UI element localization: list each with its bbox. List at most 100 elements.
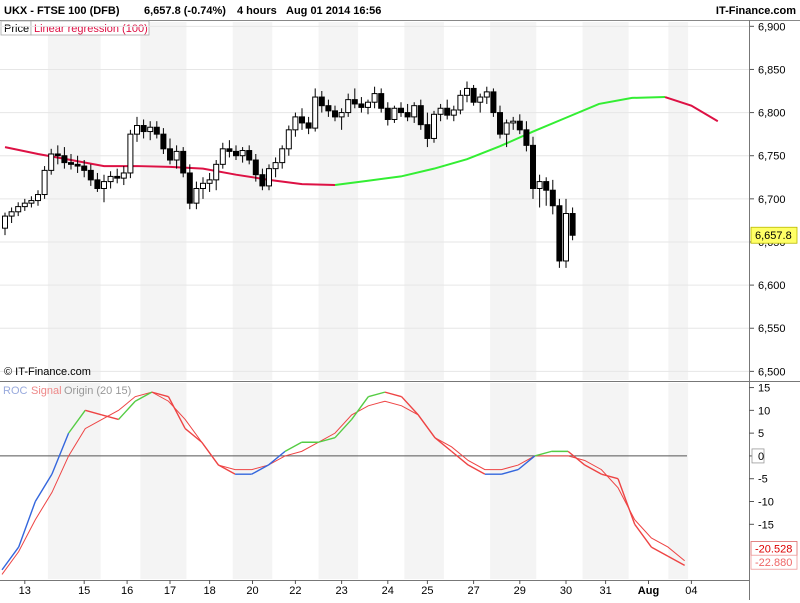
candle[interactable] — [226, 140, 233, 158]
candle[interactable] — [134, 116, 140, 142]
candle[interactable] — [450, 105, 457, 122]
x-tick-label: Aug — [638, 585, 659, 597]
candle[interactable] — [384, 102, 391, 126]
candle-body — [226, 148, 233, 152]
candle[interactable] — [252, 153, 259, 182]
candle[interactable] — [292, 112, 299, 137]
candle[interactable] — [371, 86, 378, 109]
candle[interactable] — [530, 136, 536, 199]
candle[interactable] — [437, 103, 444, 122]
candle[interactable] — [417, 99, 424, 130]
candle[interactable] — [233, 145, 239, 161]
candle-body — [569, 213, 576, 236]
candle[interactable] — [470, 84, 477, 106]
candle[interactable] — [378, 88, 385, 113]
candle[interactable] — [94, 172, 101, 192]
candle[interactable] — [569, 207, 576, 241]
candle[interactable] — [424, 112, 431, 148]
candle[interactable] — [193, 181, 200, 210]
candle[interactable] — [391, 105, 398, 123]
candle[interactable] — [510, 116, 517, 130]
candle[interactable] — [483, 86, 490, 104]
candle[interactable] — [68, 153, 74, 170]
candle[interactable] — [497, 105, 503, 139]
candle[interactable] — [404, 103, 411, 122]
candle[interactable] — [61, 147, 68, 169]
legend-regression-box[interactable] — [30, 20, 150, 36]
candle[interactable] — [120, 166, 127, 186]
candle[interactable] — [127, 129, 134, 179]
candle[interactable] — [543, 177, 550, 206]
legend-price[interactable]: Price — [4, 23, 29, 35]
candle[interactable] — [266, 164, 272, 191]
legend-origin[interactable]: Origin (20 15) — [64, 385, 131, 397]
candle[interactable] — [167, 138, 173, 165]
legend-roc[interactable]: ROC — [3, 385, 28, 397]
candle[interactable] — [140, 119, 147, 139]
roc-segment — [401, 396, 419, 416]
last-signal-box — [750, 554, 798, 570]
candle[interactable] — [180, 147, 187, 178]
candle[interactable] — [41, 166, 48, 199]
candle[interactable] — [35, 190, 41, 206]
candle[interactable] — [2, 212, 8, 236]
candle[interactable] — [107, 171, 114, 189]
candle[interactable] — [490, 88, 497, 117]
candle[interactable] — [365, 99, 371, 115]
candle[interactable] — [15, 202, 22, 217]
candle[interactable] — [239, 147, 246, 163]
candle[interactable] — [246, 145, 253, 165]
candle[interactable] — [431, 110, 437, 143]
candle[interactable] — [87, 164, 94, 186]
candle[interactable] — [74, 155, 81, 173]
candle[interactable] — [213, 160, 220, 191]
candle[interactable] — [206, 172, 213, 192]
candle[interactable] — [536, 174, 543, 208]
candle[interactable] — [28, 196, 35, 208]
candle[interactable] — [160, 128, 167, 154]
candle[interactable] — [279, 145, 286, 169]
candle[interactable] — [54, 145, 61, 165]
candle[interactable] — [272, 157, 279, 178]
candle[interactable] — [312, 88, 319, 132]
candle[interactable] — [332, 105, 338, 122]
candle[interactable] — [457, 90, 464, 115]
candle[interactable] — [411, 102, 418, 123]
candle[interactable] — [325, 99, 332, 117]
candle[interactable] — [21, 198, 28, 211]
candle[interactable] — [398, 102, 404, 117]
candle[interactable] — [299, 108, 305, 130]
candle[interactable] — [81, 160, 88, 178]
candle[interactable] — [563, 198, 569, 268]
candle[interactable] — [153, 121, 160, 139]
candle[interactable] — [200, 177, 206, 199]
candle[interactable] — [173, 145, 180, 169]
candle[interactable] — [8, 207, 15, 223]
candle[interactable] — [477, 93, 484, 113]
candle[interactable] — [516, 114, 523, 135]
candle[interactable] — [318, 91, 325, 113]
candle[interactable] — [556, 198, 563, 268]
candle[interactable] — [338, 108, 345, 130]
candle[interactable] — [503, 119, 510, 148]
candle[interactable] — [464, 81, 470, 103]
candle[interactable] — [444, 99, 451, 120]
candle[interactable] — [305, 116, 312, 135]
candle[interactable] — [186, 164, 193, 210]
candle[interactable] — [48, 148, 55, 175]
candle[interactable] — [114, 168, 121, 184]
candle[interactable] — [285, 125, 292, 156]
candle[interactable] — [351, 88, 358, 109]
candle[interactable] — [549, 179, 556, 215]
candle[interactable] — [345, 93, 352, 117]
candle-body — [252, 159, 259, 176]
candle[interactable] — [147, 121, 154, 141]
candle[interactable] — [358, 97, 365, 113]
legend-regression[interactable]: Linear regression (100) — [34, 23, 148, 35]
legend-signal[interactable]: Signal — [31, 385, 62, 397]
candle[interactable] — [101, 174, 107, 203]
candle[interactable] — [259, 168, 266, 191]
candle[interactable] — [523, 121, 530, 152]
candle[interactable] — [219, 142, 226, 169]
